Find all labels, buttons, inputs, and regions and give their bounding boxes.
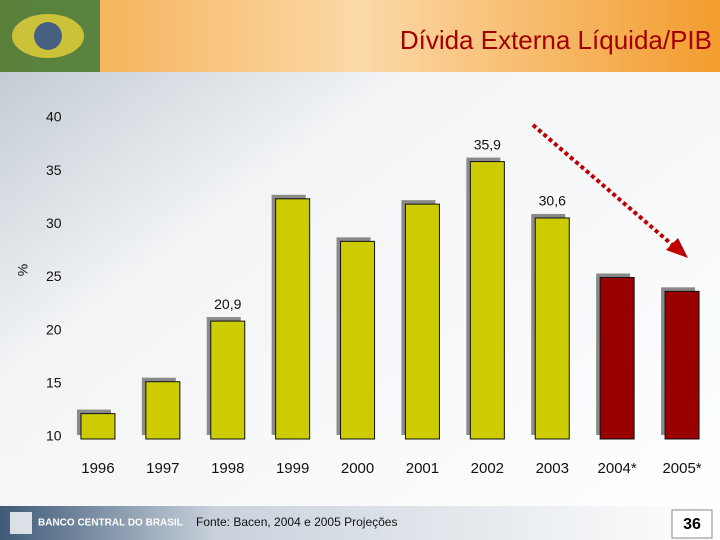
logo-text: BANCO CENTRAL DO BRASIL (38, 518, 183, 529)
y-tick-label: 30 (46, 215, 62, 231)
value-label: 30,6 (539, 193, 566, 209)
value-label: 35,9 (474, 136, 501, 152)
page-number: 36 (683, 516, 701, 533)
x-tick-label: 2004* (598, 460, 637, 477)
y-tick-label: 20 (46, 321, 62, 337)
trend-arrow-head (666, 238, 688, 258)
bar (404, 203, 440, 440)
y-tick-label: 40 (46, 109, 62, 125)
bar (599, 277, 635, 440)
y-tick-label: 35 (46, 162, 62, 178)
x-tick-label: 1999 (276, 460, 309, 477)
bar (275, 198, 311, 440)
y-tick-label: 25 (46, 268, 62, 284)
page-number-box (671, 509, 713, 539)
y-tick-label: 15 (46, 375, 62, 391)
x-tick-label: 2005* (662, 460, 701, 477)
bar (80, 413, 116, 440)
x-tick-label: 1997 (146, 460, 179, 477)
x-tick-label: 2002 (471, 460, 504, 477)
bar (664, 290, 700, 440)
bar (340, 240, 376, 440)
x-tick-label: 1998 (211, 460, 244, 477)
y-tick-label: 10 (46, 428, 62, 444)
value-label: 20,9 (214, 296, 241, 312)
x-tick-label: 2000 (341, 460, 374, 477)
x-tick-label: 1996 (81, 460, 114, 477)
bar (210, 320, 246, 440)
flag-globe (34, 22, 62, 50)
y-axis-label: % (15, 264, 31, 276)
logo-icon (10, 512, 32, 534)
chart-title: Dívida Externa Líquida/PIB (400, 25, 712, 55)
bar (145, 381, 181, 440)
trend-arrow (531, 123, 678, 250)
x-tick-label: 2003 (536, 460, 569, 477)
bar (534, 217, 570, 440)
footer (0, 506, 720, 540)
banner (0, 0, 720, 72)
source-note: Fonte: Bacen, 2004 e 2005 Projeções (196, 515, 397, 529)
bar (469, 161, 505, 440)
x-tick-label: 2001 (406, 460, 439, 477)
